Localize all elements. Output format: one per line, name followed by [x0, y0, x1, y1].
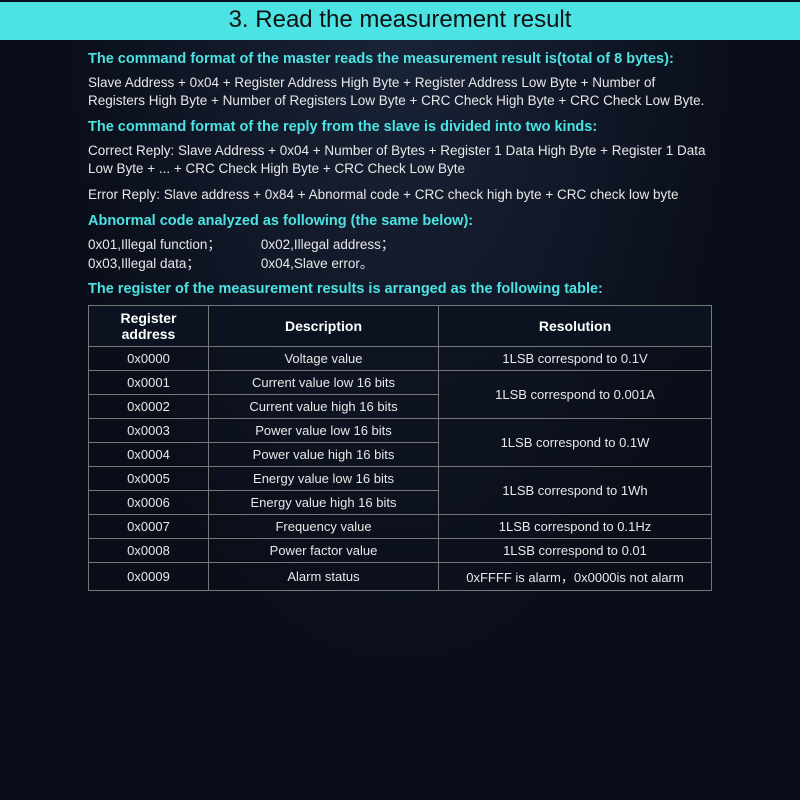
cell-description: Energy value high 16 bits [209, 491, 439, 515]
abnormal-code-heading: Abnormal code analyzed as following (the… [88, 212, 712, 232]
cell-address: 0x0005 [89, 467, 209, 491]
col-header-address: Register address [89, 306, 209, 347]
page-root: 3. Read the measurement result The comma… [0, 0, 800, 800]
table-row: 0x0008 Power factor value 1LSB correspon… [89, 539, 712, 563]
table-row: 0x0005 Energy value low 16 bits 1LSB cor… [89, 467, 712, 491]
master-format-body: Slave Address + 0x04 + Register Address … [88, 74, 712, 110]
cell-resolution: 0xFFFF is alarm，0x0000is not alarm [439, 563, 712, 591]
correct-reply-body: Correct Reply: Slave Address + 0x04 + Nu… [88, 142, 712, 178]
cell-resolution: 1LSB correspond to 1Wh [439, 467, 712, 515]
slave-reply-heading: The command format of the reply from the… [88, 118, 712, 138]
cell-description: Current value high 16 bits [209, 395, 439, 419]
cell-description: Power value low 16 bits [209, 419, 439, 443]
table-header-row: Register address Description Resolution [89, 306, 712, 347]
error-reply-body: Error Reply: Slave address + 0x84 + Abno… [88, 186, 712, 204]
register-table: Register address Description Resolution … [88, 305, 712, 591]
cell-resolution: 1LSB correspond to 0.1W [439, 419, 712, 467]
table-row: 0x0007 Frequency value 1LSB correspond t… [89, 515, 712, 539]
cell-address: 0x0007 [89, 515, 209, 539]
cell-description: Energy value low 16 bits [209, 467, 439, 491]
master-format-heading: The command format of the master reads t… [88, 50, 712, 70]
col-header-description: Description [209, 306, 439, 347]
register-table-caption: The register of the measurement results … [88, 280, 712, 300]
abnormal-code-item: 0x01,Illegal function； [88, 236, 221, 255]
cell-resolution: 1LSB correspond to 0.001A [439, 371, 712, 419]
cell-address: 0x0000 [89, 347, 209, 371]
abnormal-code-item: 0x04,Slave error。 [261, 255, 395, 274]
cell-address: 0x0009 [89, 563, 209, 591]
cell-address: 0x0002 [89, 395, 209, 419]
abnormal-code-item: 0x03,Illegal data； [88, 255, 221, 274]
cell-description: Voltage value [209, 347, 439, 371]
register-table-section: The register of the measurement results … [80, 280, 720, 592]
cell-description: Frequency value [209, 515, 439, 539]
cell-description: Current value low 16 bits [209, 371, 439, 395]
abnormal-codes-col1: 0x01,Illegal function； 0x03,Illegal data… [88, 236, 221, 274]
cell-address: 0x0008 [89, 539, 209, 563]
abnormal-codes: 0x01,Illegal function； 0x03,Illegal data… [88, 236, 712, 274]
cell-description: Power value high 16 bits [209, 443, 439, 467]
cell-resolution: 1LSB correspond to 0.1V [439, 347, 712, 371]
table-row: 0x0009 Alarm status 0xFFFF is alarm，0x00… [89, 563, 712, 591]
abnormal-code-item: 0x02,Illegal address； [261, 236, 395, 255]
cell-description: Alarm status [209, 563, 439, 591]
table-row: 0x0001 Current value low 16 bits 1LSB co… [89, 371, 712, 395]
cell-address: 0x0003 [89, 419, 209, 443]
text-section: The command format of the master reads t… [80, 50, 720, 274]
register-table-body: 0x0000 Voltage value 1LSB correspond to … [89, 347, 712, 591]
section-title: 3. Read the measurement result [0, 0, 800, 40]
cell-address: 0x0004 [89, 443, 209, 467]
col-header-resolution: Resolution [439, 306, 712, 347]
table-row: 0x0003 Power value low 16 bits 1LSB corr… [89, 419, 712, 443]
table-row: 0x0000 Voltage value 1LSB correspond to … [89, 347, 712, 371]
cell-address: 0x0001 [89, 371, 209, 395]
cell-address: 0x0006 [89, 491, 209, 515]
cell-resolution: 1LSB correspond to 0.1Hz [439, 515, 712, 539]
abnormal-codes-col2: 0x02,Illegal address； 0x04,Slave error。 [261, 236, 395, 274]
cell-resolution: 1LSB correspond to 0.01 [439, 539, 712, 563]
cell-description: Power factor value [209, 539, 439, 563]
